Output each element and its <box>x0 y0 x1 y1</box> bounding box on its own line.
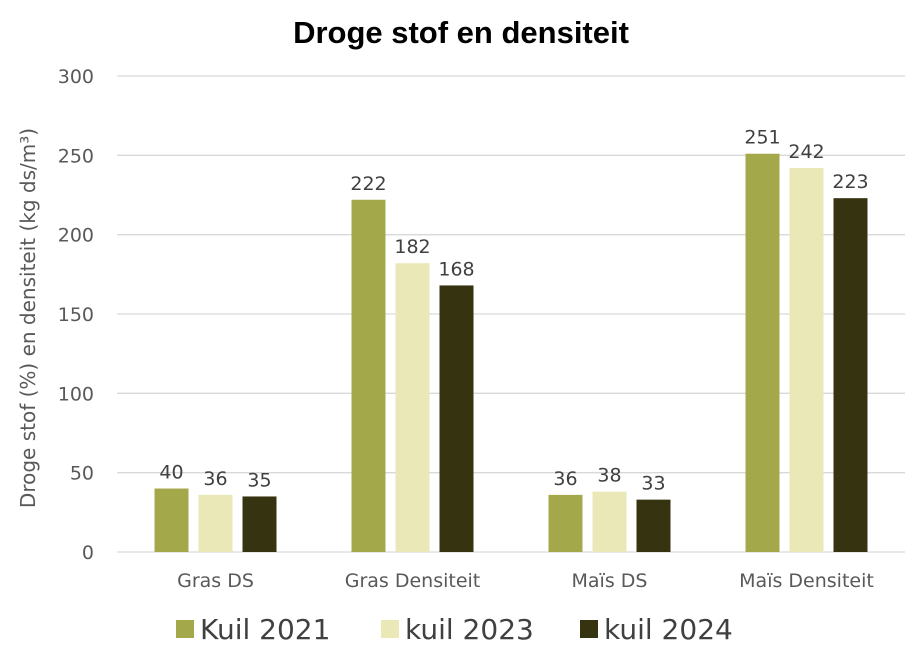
data-label-0-2: 35 <box>247 469 271 491</box>
y-tick-label-0: 0 <box>82 542 94 564</box>
y-axis-ticks: 0 50 100 150 200 250 300 <box>58 66 94 564</box>
y-tick-label-6: 300 <box>58 66 94 88</box>
y-tick-label-1: 50 <box>70 463 94 485</box>
x-axis-categories: Gras DS Gras Densiteit Maïs DS Maïs Densite… <box>177 570 874 592</box>
y-tick-label-2: 100 <box>58 383 94 405</box>
category-label-2: Maïs DS <box>572 570 648 592</box>
y-tick-label-5: 250 <box>58 145 94 167</box>
bar-0-2 <box>242 496 277 552</box>
legend-swatch-1 <box>381 620 399 638</box>
category-label-1: Gras Densiteit <box>345 570 481 592</box>
data-label-3-2: 223 <box>832 171 868 193</box>
bar-3-0 <box>745 153 780 552</box>
bar-3-2 <box>833 198 868 552</box>
chart-title: Droge stof en densiteit <box>293 15 629 50</box>
bar-0-0 <box>154 488 189 552</box>
legend-label-0: Kuil 2021 <box>200 613 330 646</box>
data-label-0-1: 36 <box>203 468 227 490</box>
bar-1-1 <box>395 263 430 552</box>
data-label-1-2: 168 <box>438 258 474 280</box>
gridlines <box>117 75 905 553</box>
bar-0-1 <box>198 494 233 552</box>
category-label-3: Maïs Densiteit <box>739 570 874 592</box>
bar-1-0 <box>351 199 386 552</box>
category-label-0: Gras DS <box>177 570 254 592</box>
bar-2-0 <box>548 494 583 552</box>
bar-2-1 <box>592 491 627 552</box>
data-label-2-2: 33 <box>641 473 665 495</box>
data-label-2-1: 38 <box>597 465 621 487</box>
legend-label-1: kuil 2023 <box>405 613 534 646</box>
data-label-3-0: 251 <box>744 127 780 149</box>
data-labels: 40 36 35 222 182 168 36 38 33 251 242 223 <box>159 127 868 495</box>
data-label-0-0: 40 <box>159 462 183 484</box>
y-tick-label-3: 150 <box>58 304 94 326</box>
y-axis-label: Droge stof (%) en densiteit (kg ds/m³) <box>16 128 40 508</box>
data-label-2-0: 36 <box>553 468 577 490</box>
bars <box>154 153 868 552</box>
data-label-3-1: 242 <box>788 141 824 163</box>
y-tick-label-4: 200 <box>58 225 94 247</box>
data-label-1-0: 222 <box>350 173 386 195</box>
legend-swatch-2 <box>580 620 598 638</box>
data-label-1-1: 182 <box>394 236 430 258</box>
legend: Kuil 2021 kuil 2023 kuil 2024 <box>176 613 733 646</box>
bar-2-2 <box>636 499 671 552</box>
bar-3-1 <box>789 168 824 552</box>
legend-swatch-0 <box>176 620 194 638</box>
bar-1-2 <box>439 285 474 552</box>
legend-label-2: kuil 2024 <box>604 613 733 646</box>
